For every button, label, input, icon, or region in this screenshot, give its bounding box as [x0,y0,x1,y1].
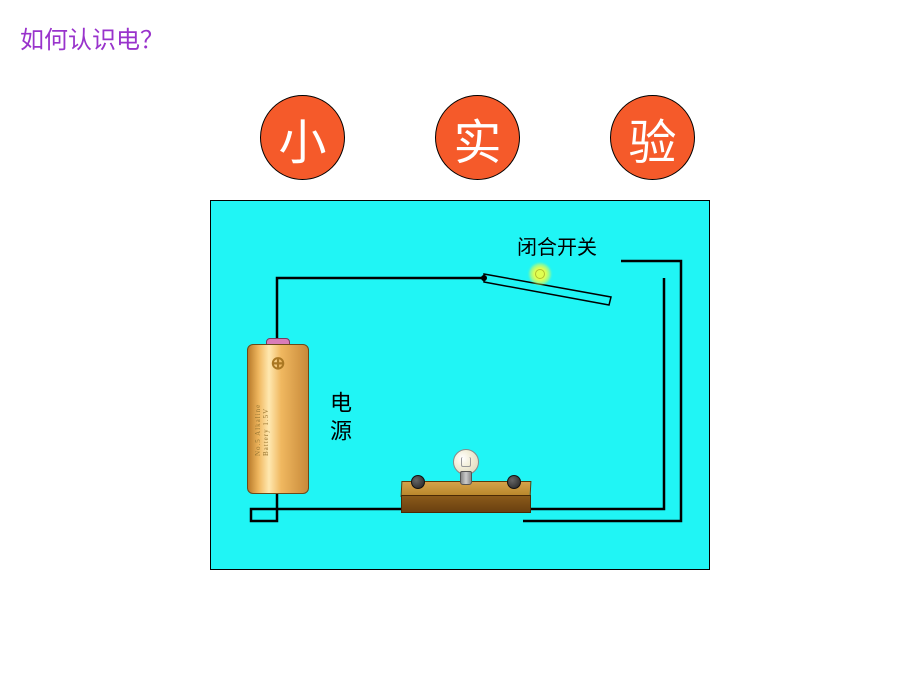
title-circles: 小 实 验 [260,95,695,180]
circle-1-char: 小 [278,103,326,173]
battery-icon: ⊕ No.5 Alkaline Battery 1.5V [247,344,309,494]
wire-right-down [523,278,664,509]
battery-plus-icon: ⊕ [270,353,285,374]
switch-contact-icon [535,269,545,279]
bulb-terminal-right-icon [507,475,521,489]
wire-outer-loop [523,261,681,521]
circle-2: 实 [435,95,520,180]
circuit-diagram: 闭合开关 ⊕ No.5 Alkaline Battery 1.5V 电源 [210,200,710,570]
switch-pivot-icon [481,275,487,281]
circle-1: 小 [260,95,345,180]
bulb-base-front [401,495,531,513]
circle-3-char: 验 [628,103,676,173]
battery-label: 电源 [323,391,355,447]
bulb-icon [451,449,481,489]
bulb-terminal-left-icon [411,475,425,489]
bulb-filament [461,457,471,467]
battery-body: ⊕ No.5 Alkaline Battery 1.5V [247,344,309,494]
bulb-socket [460,471,472,485]
battery-side-text: No.5 Alkaline Battery 1.5V [254,382,270,456]
wire-bottom-left [251,494,409,521]
title-text: 如何认识电？ [20,28,164,54]
wire-top-left [277,278,484,345]
circle-3: 验 [610,95,695,180]
switch-label: 闭合开关 [517,231,597,260]
circle-2-char: 实 [453,103,501,173]
slide-title: 如何认识电？ [20,20,164,55]
